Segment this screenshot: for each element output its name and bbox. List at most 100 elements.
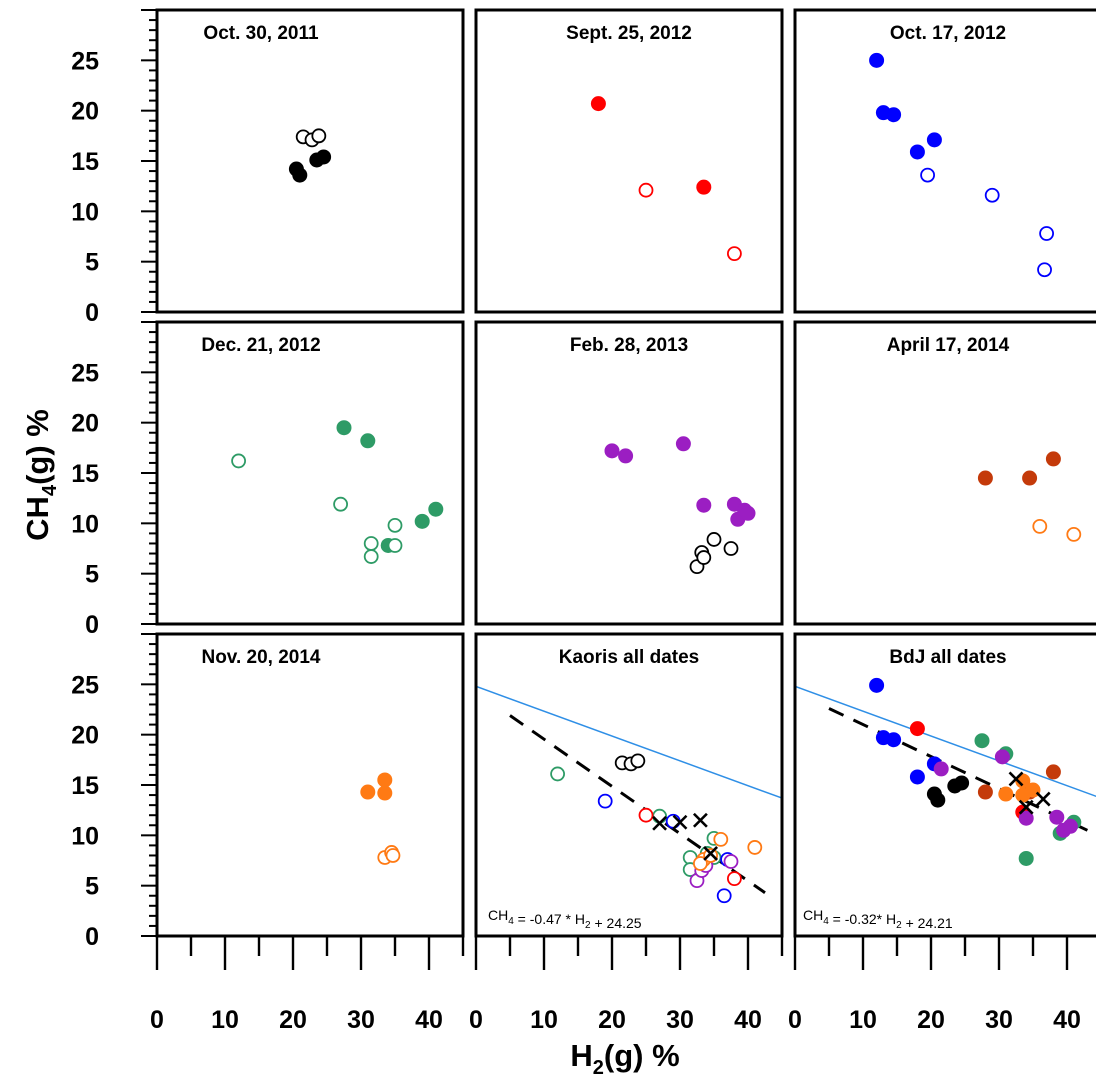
data-point-open (747, 840, 763, 855)
data-point-filled (977, 470, 993, 486)
data-point-filled (1022, 470, 1038, 486)
y-axis-title: CH4(g) % (20, 409, 61, 541)
data-point-open (727, 871, 742, 887)
data-point-filled (428, 501, 444, 517)
y-tick-label: 25 (71, 359, 99, 387)
x-tick-label: 40 (1053, 1006, 1081, 1034)
y-tick-label: 15 (71, 460, 99, 488)
data-point-filled (377, 772, 393, 788)
panel-p21: Dec. 21, 2012 (155, 320, 465, 626)
data-point-filled (377, 785, 393, 801)
data-point-filled (316, 149, 332, 165)
panel-title: Oct. 30, 2011 (203, 23, 319, 44)
x-marker (703, 846, 719, 861)
data-point-filled (886, 732, 902, 748)
x-marker (1018, 799, 1034, 815)
x-marker (672, 814, 688, 830)
data-point-open (597, 793, 613, 809)
panel-title: Dec. 21, 2012 (201, 335, 320, 356)
data-point-filled (977, 784, 993, 800)
data-point-open (706, 532, 722, 547)
y-tick-label: 5 (85, 561, 99, 589)
data-point-filled (740, 505, 756, 521)
x-tick-label: 20 (279, 1006, 307, 1034)
data-point-open (652, 808, 667, 824)
data-point-open (387, 517, 403, 533)
panel-p11: Oct. 30, 2011 (155, 8, 465, 314)
data-point-open (1039, 226, 1054, 241)
data-point-filled (869, 52, 885, 68)
x-tick-label: 40 (415, 1006, 443, 1034)
data-point-open (630, 753, 646, 769)
panel-p22: Feb. 28, 2013 (474, 320, 784, 626)
reference-line (476, 685, 782, 799)
data-point-filled (886, 107, 902, 123)
regression-line (828, 707, 1089, 832)
x-tick-label: 10 (849, 1006, 877, 1034)
panel-title: Feb. 28, 2013 (570, 335, 688, 356)
panel-p31: Nov. 20, 2014 (155, 632, 465, 938)
y-tick-label: 20 (71, 410, 99, 438)
data-point-open (231, 453, 247, 469)
data-point-filled (618, 448, 634, 464)
x-tick-label: 30 (985, 1006, 1013, 1034)
y-tick-label: 5 (85, 249, 99, 277)
y-tick-label: 10 (71, 822, 99, 850)
panel-p13: Oct. 17, 2012 (793, 8, 1096, 314)
data-point-open (387, 538, 403, 553)
data-point-open (333, 496, 349, 512)
x-tick-label: 20 (598, 1006, 626, 1034)
data-point-filled (590, 96, 606, 112)
x-axis-title: H2(g) % (570, 1038, 679, 1077)
panel-p33: BdJ all dates CH4 = -0.32* H2 + 24.21 (793, 632, 1096, 938)
data-point-filled (974, 733, 990, 749)
data-point-open (363, 549, 379, 564)
panel-title: Oct. 17, 2012 (890, 23, 1006, 44)
panel-frame (155, 320, 465, 626)
panel-frame (474, 8, 784, 314)
data-point-filled (909, 721, 925, 737)
y-tick-label: 15 (71, 148, 99, 176)
y-tick-label: 15 (71, 772, 99, 800)
data-point-filled (696, 179, 712, 195)
data-point-filled (909, 144, 925, 160)
data-point-open (723, 541, 739, 556)
regression-equation: CH4 = -0.32* H2 + 24.21 (803, 907, 953, 931)
data-point-filled (414, 513, 430, 529)
data-point-open (363, 536, 379, 551)
y-tick-label: 25 (71, 47, 99, 75)
panel-title: BdJ all dates (889, 647, 1006, 668)
data-point-filled (998, 786, 1014, 802)
data-point-open (727, 246, 742, 262)
data-point-open (1032, 518, 1048, 534)
y-tick-label: 20 (71, 98, 99, 126)
panel-p23: April 17, 2014 (793, 320, 1096, 626)
panel-title: Nov. 20, 2014 (201, 647, 320, 668)
data-point-filled (604, 443, 620, 459)
data-point-filled (954, 775, 970, 791)
axes-layer: 0 5 10 15 20 25 0 5 10 15 20 25 0 5 10 15 20 25 0 10 20 30 40 0… (71, 9, 1081, 1034)
panel-frame (474, 320, 784, 626)
regression-equation: CH4 = -0.47 * H2 + 24.25 (488, 907, 642, 931)
y-tick-label: 10 (71, 510, 99, 538)
data-point-open (1037, 262, 1052, 278)
panel-frame (793, 8, 1096, 314)
data-point-filled (360, 784, 376, 800)
panel-frame (474, 632, 784, 938)
data-point-open (1066, 527, 1082, 542)
data-point-open (385, 848, 401, 863)
x-tick-label: 30 (666, 1006, 694, 1034)
data-point-filled (696, 497, 712, 513)
data-point-open (550, 766, 565, 782)
panel-p12: Sept. 25, 2012 (474, 8, 784, 314)
y-tick-label: 20 (71, 722, 99, 750)
data-point-filled (360, 433, 376, 449)
x-tick-label: 30 (347, 1006, 375, 1034)
data-point-open (703, 848, 718, 863)
panel-title: Kaoris all dates (559, 647, 699, 668)
data-point-filled (909, 769, 925, 785)
data-point-open (638, 807, 654, 823)
panel-frame (793, 320, 1096, 626)
panel-title: April 17, 2014 (887, 335, 1010, 356)
